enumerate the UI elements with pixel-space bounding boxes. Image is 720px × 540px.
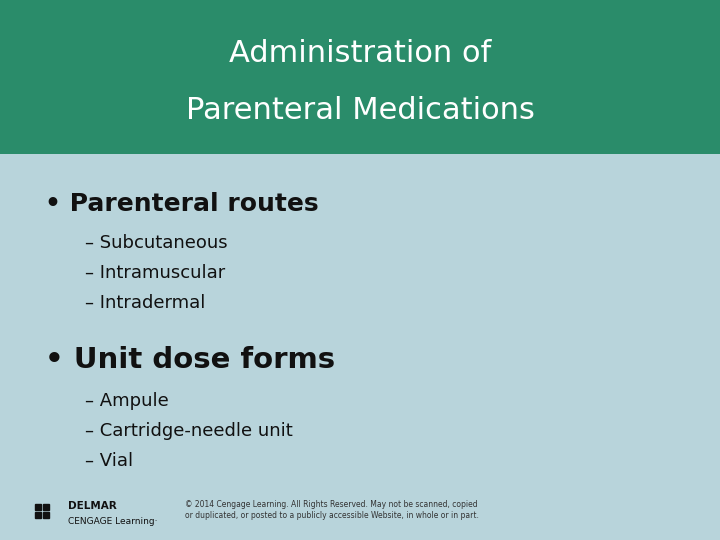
Text: – Subcutaneous: – Subcutaneous bbox=[85, 234, 228, 252]
Text: • Parenteral routes: • Parenteral routes bbox=[45, 192, 319, 216]
Text: – Vial: – Vial bbox=[85, 452, 133, 470]
Text: • Unit dose forms: • Unit dose forms bbox=[45, 346, 335, 374]
Text: – Intradermal: – Intradermal bbox=[85, 294, 205, 312]
Text: – Cartridge-needle unit: – Cartridge-needle unit bbox=[85, 422, 293, 440]
Text: CENGAGE Learning·: CENGAGE Learning· bbox=[68, 516, 158, 525]
Text: DELMAR: DELMAR bbox=[68, 501, 117, 511]
Text: © 2014 Cengage Learning. All Rights Reserved. May not be scanned, copied
or dupl: © 2014 Cengage Learning. All Rights Rese… bbox=[185, 500, 479, 521]
Bar bbox=[0, 0, 720, 154]
Text: Parenteral Medications: Parenteral Medications bbox=[186, 96, 534, 125]
Text: Administration of: Administration of bbox=[229, 39, 491, 69]
Text: – Intramuscular: – Intramuscular bbox=[85, 264, 225, 282]
Text: – Ampule: – Ampule bbox=[85, 392, 168, 410]
